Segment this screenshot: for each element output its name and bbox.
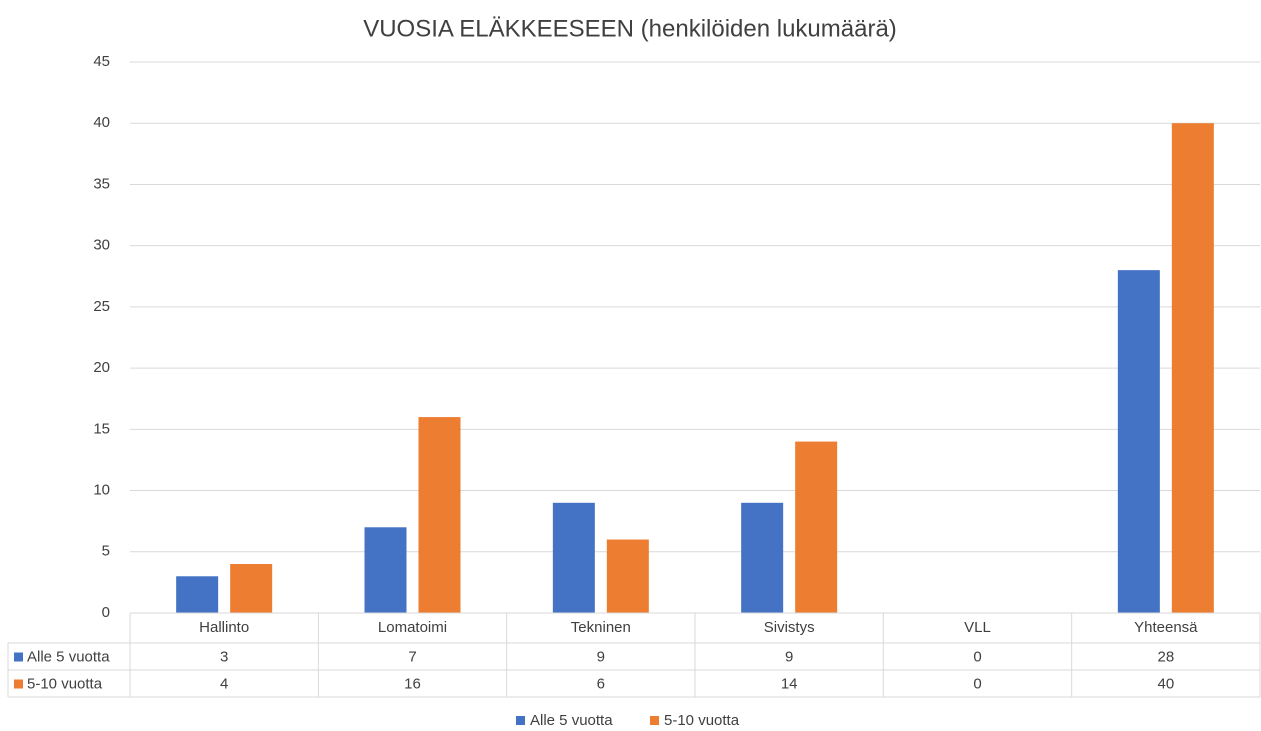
bar [606,539,649,613]
x-tick-label: Tekninen [571,619,631,636]
y-tick-label: 30 [93,237,110,254]
legend-label: Alle 5 vuotta [530,712,613,729]
y-tick-label: 15 [93,420,110,437]
legend-key [516,716,525,725]
y-tick-label: 40 [93,114,110,131]
bar [418,417,461,613]
x-tick-label: Sivistys [764,619,815,636]
table-value: 9 [785,648,793,665]
bar [1117,270,1160,613]
table-value: 0 [973,648,981,665]
bar [795,441,838,613]
bar [176,576,219,613]
y-tick-label: 25 [93,298,110,315]
table-value: 7 [408,648,416,665]
table-value: 14 [781,675,798,692]
y-tick-label: 0 [102,604,110,621]
table-value: 28 [1157,648,1174,665]
x-tick-label: Yhteensä [1134,619,1198,636]
table-value: 40 [1157,675,1174,692]
x-tick-label: Lomatoimi [378,619,447,636]
y-tick-label: 45 [93,53,110,70]
x-tick-label: VLL [964,619,991,636]
y-tick-label: 10 [93,482,110,499]
chart-title: VUOSIA ELÄKKEESEEN (henkilöiden lukumäär… [363,15,897,42]
table-legend-key [14,652,23,662]
table-value: 0 [973,675,981,692]
bar [230,564,273,613]
bar [364,527,407,613]
x-tick-label: Hallinto [199,619,249,636]
legend-label: 5-10 vuotta [664,712,740,729]
y-tick-label: 20 [93,359,110,376]
table-series-name: Alle 5 vuotta [27,648,110,665]
legend-key [650,716,659,725]
bar [1171,123,1214,613]
table-legend-key [14,679,23,689]
bar [741,502,784,613]
y-tick-label: 35 [93,175,110,192]
table-value: 16 [404,675,421,692]
bar [552,502,595,613]
table-value: 9 [597,648,605,665]
table-value: 3 [220,648,228,665]
table-value: 4 [220,675,228,692]
table-series-name: 5-10 vuotta [27,675,103,692]
y-tick-label: 5 [102,543,110,560]
table-value: 6 [597,675,605,692]
